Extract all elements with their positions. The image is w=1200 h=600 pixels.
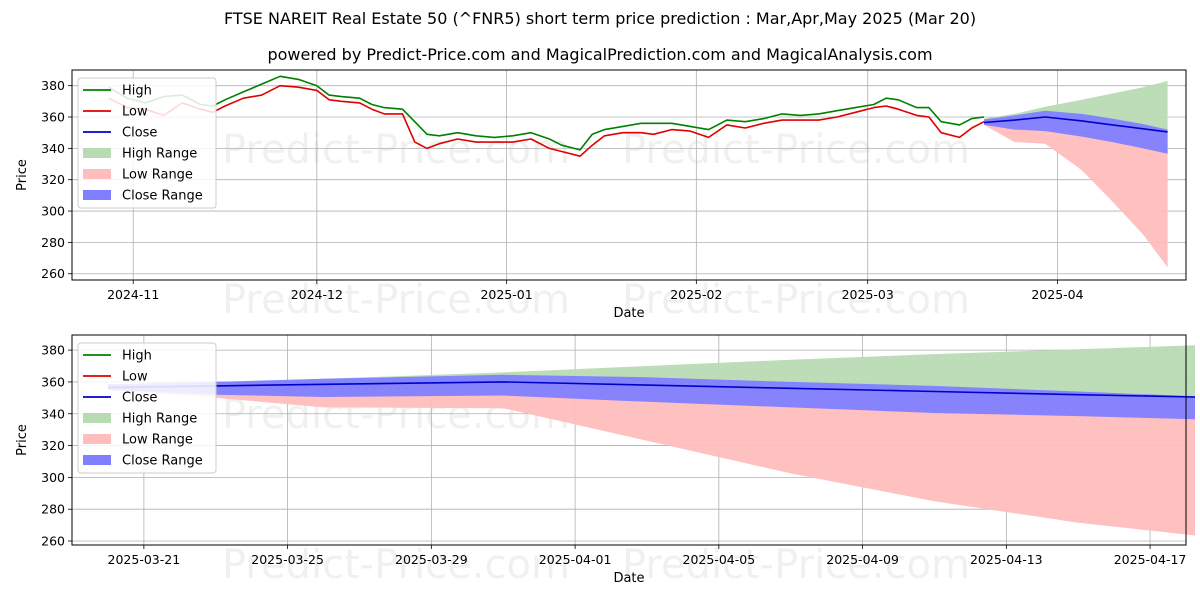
y-tick-label: 260 <box>41 266 65 281</box>
y-tick-label: 360 <box>41 110 65 125</box>
y-tick-label: 320 <box>41 438 65 453</box>
x-tick-label: 2025-04 <box>1031 287 1083 302</box>
legend: High Low Close High Range Low Range Close Ran… <box>77 77 217 209</box>
legend: High Low Close High Range Low Range Close Ran… <box>77 342 217 474</box>
x-tick-label: 2025-02 <box>670 287 722 302</box>
y-tick-label: 320 <box>41 172 65 187</box>
series-low-line <box>108 84 985 157</box>
legend-swatch-patch <box>83 413 111 423</box>
chart-subtitle: powered by Predict-Price.com and Magical… <box>267 45 933 64</box>
legend-swatch-patch <box>83 455 111 465</box>
legend-swatch-patch <box>83 169 111 179</box>
legend-label: Low Range <box>122 433 193 448</box>
high-range-area <box>107 345 1195 397</box>
x-tick-label: 2025-04-01 <box>539 552 612 567</box>
x-tick-label: 2025-04-17 <box>1114 552 1187 567</box>
x-tick-label: 2025-03-21 <box>108 552 181 567</box>
legend-box <box>77 77 217 209</box>
legend-swatch-patch <box>83 190 111 200</box>
x-tick-label: 2025-03 <box>842 287 894 302</box>
chart-panel-1: Predict-Price.com Predict-Price.com Predic… <box>15 69 1187 323</box>
watermark-text: Predict-Price.com <box>222 542 570 588</box>
x-tick-label: 2025-03-29 <box>395 552 468 567</box>
plot-frame <box>71 69 1187 281</box>
y-tick-label: 340 <box>41 141 65 156</box>
close-range-area <box>984 110 1168 154</box>
legend-label: Low <box>122 370 148 385</box>
legend-label: Close <box>122 126 157 141</box>
y-tick-label: 300 <box>41 470 65 485</box>
legend-box <box>77 342 217 474</box>
x-tick-label: 2025-04-05 <box>683 552 756 567</box>
watermark-text: Predict-Price.com <box>622 542 970 588</box>
y-tick-label: 300 <box>41 204 65 219</box>
legend-swatch-patch <box>83 434 111 444</box>
legend-swatch-patch <box>83 148 111 158</box>
high-range-area <box>984 81 1168 132</box>
x-tick-label: 2024-12 <box>291 287 343 302</box>
watermark-text: Predict-Price.com <box>222 277 570 323</box>
plot-frame <box>71 334 1187 546</box>
chart-title: FTSE NAREIT Real Estate 50 (^FNR5) short… <box>223 9 977 28</box>
y-tick-label: 280 <box>41 235 65 250</box>
x-tick-label: 2025-04-09 <box>826 552 899 567</box>
legend-label: High <box>122 84 152 99</box>
y-tick-label: 280 <box>41 502 65 517</box>
y-tick-label: 380 <box>41 78 65 93</box>
x-axis-label: Date <box>613 571 644 586</box>
y-tick-label: 380 <box>41 343 65 358</box>
close-range-area <box>107 374 1195 420</box>
x-axis-label: Date <box>613 306 644 321</box>
x-tick-label: 2024-11 <box>107 287 159 302</box>
watermark-text: Predict-Price.com <box>622 277 970 323</box>
x-tick-label: 2025-04-13 <box>970 552 1043 567</box>
x-tick-label: 2025-01 <box>480 287 532 302</box>
series-close-line <box>107 381 1196 398</box>
legend-label: High <box>122 349 152 364</box>
y-axis-label: Price <box>15 424 30 456</box>
legend-label: High Range <box>122 412 197 427</box>
legend-label: Close Range <box>122 189 203 204</box>
low-range-area <box>984 117 1168 268</box>
legend-label: Close <box>122 391 157 406</box>
legend-label: Low <box>122 105 148 120</box>
legend-label: High Range <box>122 147 197 162</box>
y-tick-label: 360 <box>41 374 65 389</box>
legend-label: Low Range <box>122 168 193 183</box>
low-range-area <box>107 381 1195 536</box>
series-high-line <box>108 75 985 151</box>
y-axis-label: Price <box>15 159 30 191</box>
y-tick-label: 340 <box>41 406 65 421</box>
watermark-text: Predict-Price.com <box>222 127 570 173</box>
x-tick-label: 2025-03-25 <box>251 552 324 567</box>
y-tick-label: 260 <box>41 534 65 549</box>
watermark-text: Predict-Price.com <box>622 127 970 173</box>
series-close-line <box>983 116 1168 133</box>
legend-label: Close Range <box>122 454 203 469</box>
